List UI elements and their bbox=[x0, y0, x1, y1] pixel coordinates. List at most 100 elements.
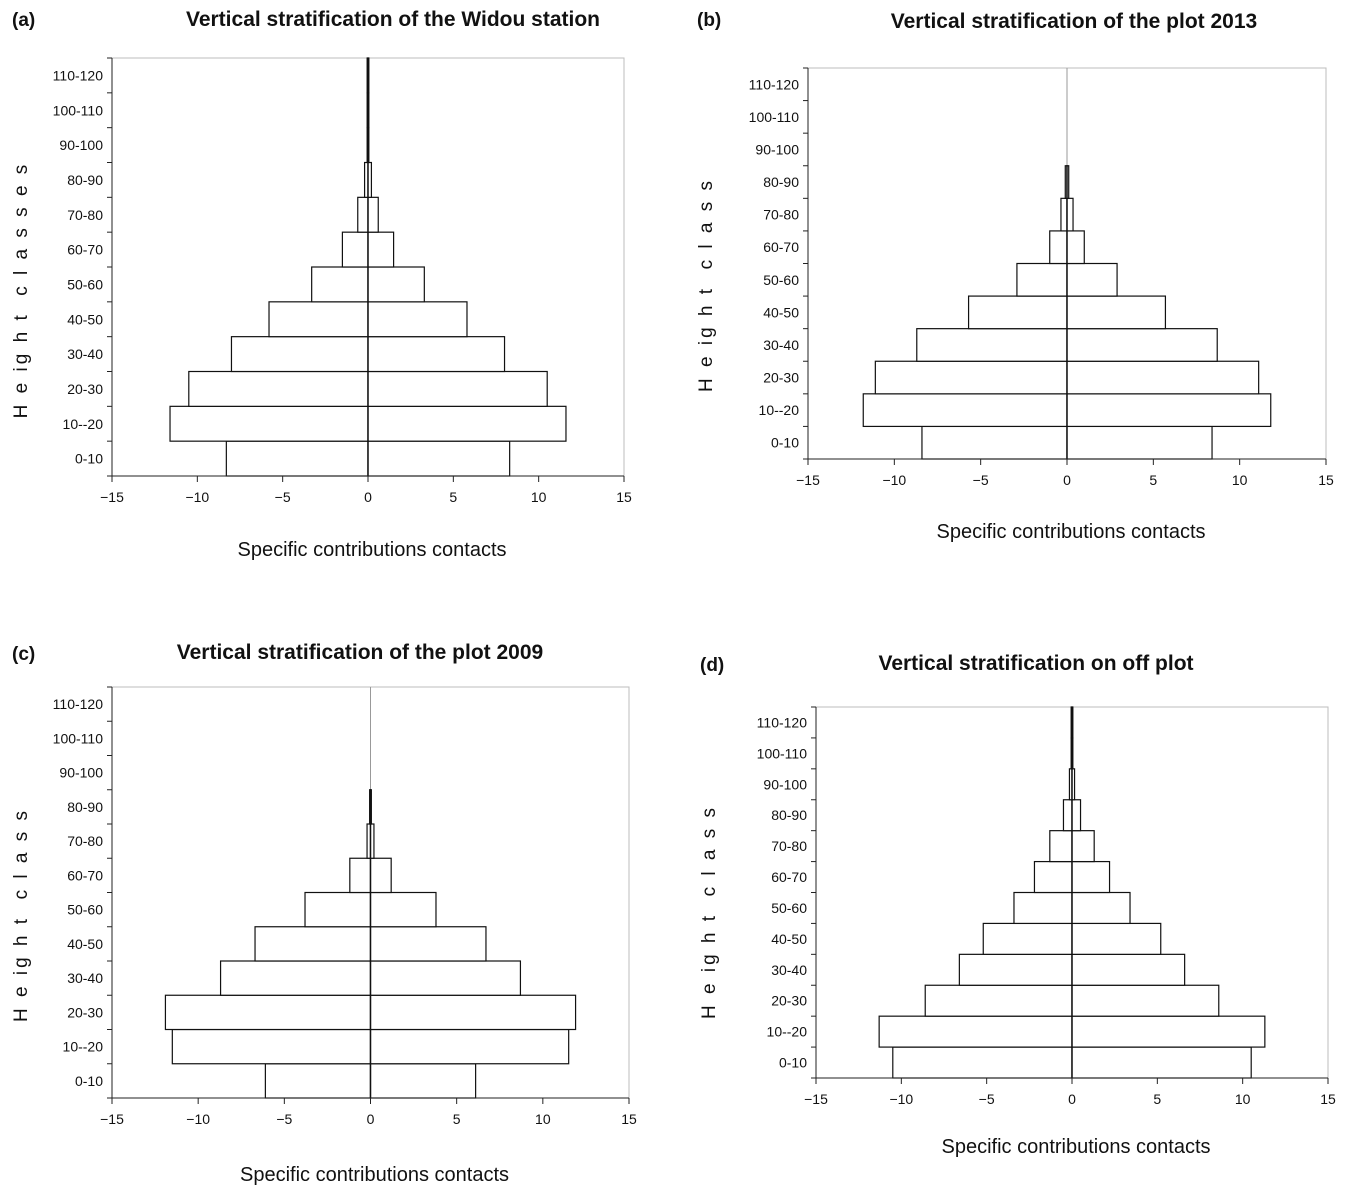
panel-label: (c) bbox=[12, 644, 35, 665]
x-tick-label: 15 bbox=[621, 1111, 637, 1127]
chart-title: Vertical stratification on off plot bbox=[878, 652, 1193, 675]
y-tick-label: 30-40 bbox=[67, 970, 103, 986]
x-tick-label: 10 bbox=[535, 1111, 551, 1127]
panel-label: (a) bbox=[12, 10, 35, 31]
bar-left-0-10 bbox=[264, 1063, 372, 1099]
bar-right-50-60 bbox=[1066, 262, 1118, 297]
y-tick-label: 40-50 bbox=[67, 311, 103, 327]
x-tick-label: 5 bbox=[1153, 1091, 1161, 1107]
y-tick-label: 60-70 bbox=[771, 869, 807, 885]
y-tick-label: 10--20 bbox=[63, 416, 104, 432]
bar-left-60-70 bbox=[1033, 860, 1073, 894]
bar-left-50-60 bbox=[311, 266, 369, 303]
bar-left-10--20 bbox=[169, 405, 369, 442]
y-tick-label: 0-10 bbox=[75, 451, 103, 467]
bar-right-10--20 bbox=[1071, 1015, 1266, 1048]
bar-left-20-30 bbox=[874, 360, 1068, 395]
x-tick-label: 5 bbox=[453, 1111, 461, 1127]
y-tick-label: 0-10 bbox=[75, 1073, 103, 1089]
y-tick-label: 100-110 bbox=[53, 102, 104, 118]
y-tick-label: 10--20 bbox=[759, 402, 800, 418]
chart-panel-b: (b) Vertical stratification of the plot 2… bbox=[696, 10, 1334, 543]
x-tick-label: −5 bbox=[979, 1091, 995, 1107]
y-tick-label: 100-110 bbox=[749, 109, 800, 125]
y-tick-label: 70-80 bbox=[67, 207, 103, 223]
bar-right-10--20 bbox=[367, 405, 567, 442]
bar-left-70-80 bbox=[357, 196, 369, 233]
bar-right-20-30 bbox=[1066, 360, 1260, 395]
x-tick-label: −10 bbox=[882, 472, 906, 488]
bar-right-40-50 bbox=[369, 926, 487, 962]
bar-left-60-70 bbox=[349, 857, 372, 894]
bar-left-70-80 bbox=[1060, 197, 1068, 232]
bar-right-70-80 bbox=[1066, 197, 1074, 232]
x-tick-label: −5 bbox=[973, 472, 989, 488]
bar-left-20-30 bbox=[164, 994, 372, 1031]
bar-right-30-40 bbox=[1066, 328, 1218, 362]
bar-right-0-10 bbox=[1066, 425, 1213, 460]
bar-left-30-40 bbox=[219, 960, 372, 996]
bar-right-40-50 bbox=[1071, 922, 1162, 955]
bar-right-20-30 bbox=[369, 994, 577, 1031]
x-axis-label: Specific contributions contacts bbox=[936, 521, 1205, 543]
y-tick-label: 110-120 bbox=[53, 696, 104, 712]
x-tick-label: −15 bbox=[100, 1111, 124, 1127]
bar-right-30-40 bbox=[1071, 953, 1186, 986]
bar-left-60-70 bbox=[341, 231, 369, 268]
x-axis-label: Specific contributions contacts bbox=[240, 1164, 509, 1185]
y-tick-label: 40-50 bbox=[763, 304, 799, 320]
y-tick-label: 10--20 bbox=[767, 1024, 808, 1040]
bar-right-50-60 bbox=[369, 891, 437, 928]
bar-right-80-90 bbox=[1071, 799, 1082, 832]
x-tick-label: 10 bbox=[1232, 472, 1248, 488]
bar-right-10--20 bbox=[369, 1028, 570, 1065]
y-tick-label: 40-50 bbox=[67, 936, 103, 952]
chart-panel-d: (d) Vertical stratification on off plot 0-… bbox=[699, 652, 1336, 1158]
panel-label: (b) bbox=[697, 10, 721, 31]
bar-left-40-50 bbox=[268, 301, 369, 338]
y-tick-label: 50-60 bbox=[67, 276, 103, 292]
chart-panel-a: (a) Vertical stratification of the Widou … bbox=[11, 8, 632, 561]
bar-right-70-80 bbox=[1071, 830, 1095, 863]
bar-right-0-10 bbox=[1071, 1046, 1252, 1079]
y-tick-label: 70-80 bbox=[763, 207, 799, 223]
bar-left-0-10 bbox=[225, 440, 369, 477]
x-tick-label: 5 bbox=[1149, 472, 1157, 488]
y-tick-label: 80-90 bbox=[67, 172, 103, 188]
y-tick-label: 80-90 bbox=[67, 799, 103, 815]
y-tick-label: 30-40 bbox=[67, 346, 103, 362]
x-tick-label: 0 bbox=[367, 1111, 375, 1127]
x-tick-label: −15 bbox=[796, 472, 820, 488]
chart-title: Vertical stratification of the plot 2009 bbox=[177, 641, 543, 664]
bar-left-50-60 bbox=[1013, 891, 1073, 925]
y-tick-label: 20-30 bbox=[771, 993, 807, 1009]
bar-left-50-60 bbox=[304, 891, 372, 928]
x-tick-label: 10 bbox=[531, 489, 547, 505]
y-axis-label: H e ig h t c l a s s e s bbox=[11, 162, 32, 419]
bar-left-40-50 bbox=[982, 922, 1073, 955]
bar-right-20-30 bbox=[1071, 984, 1220, 1017]
y-tick-label: 90-100 bbox=[763, 776, 807, 792]
y-tick-label: 10--20 bbox=[63, 1039, 104, 1055]
y-tick-label: 30-40 bbox=[763, 337, 799, 353]
y-tick-label: 80-90 bbox=[771, 807, 807, 823]
bar-left-10--20 bbox=[878, 1015, 1073, 1048]
x-tick-label: −10 bbox=[185, 489, 209, 505]
bar-right-0-10 bbox=[367, 440, 511, 477]
y-axis-label: H e ig h t c l a s s bbox=[699, 805, 720, 1019]
y-tick-label: 110-120 bbox=[757, 714, 808, 730]
y-tick-label: 50-60 bbox=[67, 902, 103, 918]
x-tick-label: −10 bbox=[889, 1091, 913, 1107]
y-tick-label: 100-110 bbox=[757, 745, 808, 761]
bar-right-0-10 bbox=[369, 1063, 477, 1099]
bar-right-10--20 bbox=[1066, 393, 1272, 428]
y-tick-label: 30-40 bbox=[771, 962, 807, 978]
x-tick-label: −15 bbox=[100, 489, 124, 505]
bar-right-30-40 bbox=[367, 336, 506, 373]
panel-label: (d) bbox=[700, 655, 724, 676]
x-tick-label: 10 bbox=[1235, 1091, 1251, 1107]
x-tick-label: −10 bbox=[186, 1111, 210, 1127]
x-tick-label: 5 bbox=[449, 489, 457, 505]
x-axis-label: Specific contributions contacts bbox=[237, 539, 506, 561]
bar-left-10--20 bbox=[171, 1028, 372, 1065]
